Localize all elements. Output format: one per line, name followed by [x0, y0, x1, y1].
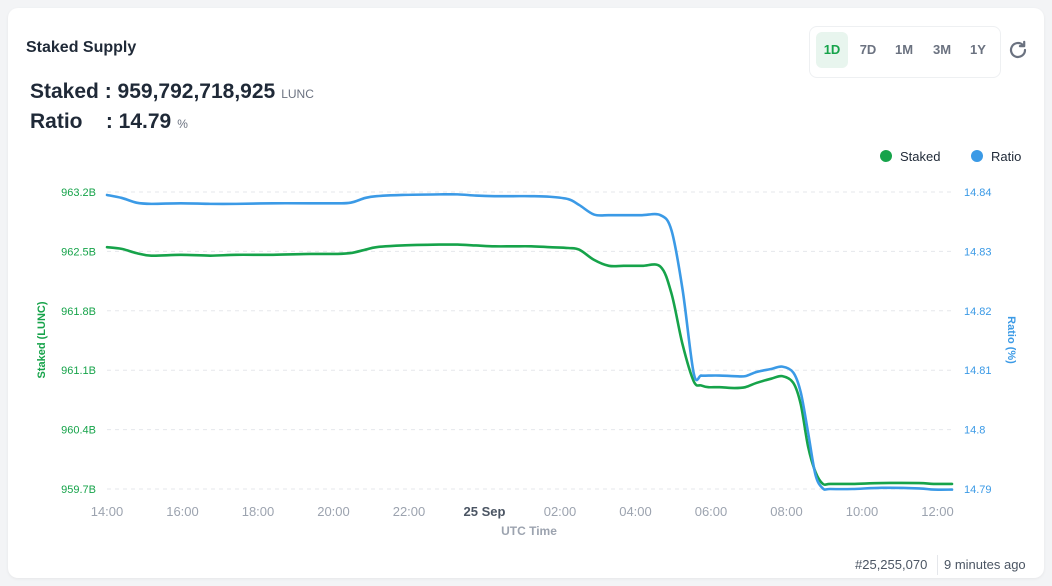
staked-stat: Staked : 959,792,718,925 LUNC: [30, 80, 314, 103]
time-range-selector: 1D 7D 1M 3M 1Y: [809, 26, 1001, 78]
y-right-tick-label: 14.82: [964, 306, 992, 318]
legend-label-ratio: Ratio: [991, 149, 1021, 164]
y-right-tick-label: 14.8: [964, 425, 985, 437]
staked-ratio-chart: 963.2B 14.84 962.5B 14.83 961.8B 14.82 961.1B 1…: [36, 149, 1021, 538]
y-left-axis-title: Staked (LUNC): [36, 301, 48, 378]
legend-marker-ratio: [971, 150, 983, 162]
staked-unit: LUNC: [281, 87, 314, 101]
staked-value: 959,792,718,925: [117, 80, 276, 103]
card-title: Staked Supply: [26, 39, 137, 56]
y-right-axis-title: Ratio (%): [1005, 316, 1017, 364]
x-tick-label: 10:00: [846, 504, 879, 519]
x-tick-label: 20:00: [317, 504, 350, 519]
refresh-icon[interactable]: [1006, 38, 1030, 62]
x-tick-label: 02:00: [544, 504, 577, 519]
last-updated: 9 minutes ago: [944, 557, 1026, 572]
y-left-tick-label: 962.5B: [61, 246, 96, 258]
x-tick-label: 25 Sep: [464, 504, 506, 519]
legend-marker-staked: [880, 150, 892, 162]
range-button-1y[interactable]: 1Y: [970, 42, 986, 57]
y-right-tick-label: 14.84: [964, 187, 992, 199]
series-line-ratio: [105, 192, 954, 491]
staked-label: Staked: [30, 80, 99, 103]
ratio-stat: Ratio : 14.79%: [30, 110, 188, 133]
x-tick-label: 04:00: [619, 504, 652, 519]
ratio-label: Ratio: [30, 110, 83, 133]
x-tick-label: 18:00: [242, 504, 275, 519]
x-tick-label: 14:00: [91, 504, 124, 519]
x-axis-title: UTC Time: [501, 524, 557, 538]
y-left-tick-label: 959.7B: [61, 484, 96, 496]
x-tick-label: 22:00: [393, 504, 426, 519]
x-tick-label: 06:00: [695, 504, 728, 519]
x-tick-label: 16:00: [166, 504, 199, 519]
y-right-tick-label: 14.81: [964, 365, 992, 377]
legend-label-staked: Staked: [900, 149, 940, 164]
y-left-tick-label: 961.8B: [61, 306, 96, 318]
series-line-staked: [105, 243, 954, 487]
range-button-3m[interactable]: 3M: [932, 42, 952, 57]
staked-supply-card: Staked Supply 1D 7D 1M 3M 1Y Staked : 95…: [8, 8, 1044, 578]
range-button-1d[interactable]: 1D: [816, 32, 848, 68]
y-right-tick-label: 14.79: [964, 484, 992, 496]
range-button-7d[interactable]: 7D: [859, 42, 877, 57]
block-number: #25,255,070: [855, 557, 928, 572]
y-right-tick-label: 14.83: [964, 246, 992, 258]
x-tick-label: 12:00: [921, 504, 954, 519]
x-tick-label: 08:00: [770, 504, 803, 519]
y-left-tick-label: 963.2B: [61, 187, 96, 199]
ratio-unit: %: [177, 117, 188, 131]
range-button-1m[interactable]: 1M: [894, 42, 914, 57]
y-left-tick-label: 960.4B: [61, 425, 96, 437]
ratio-value: 14.79: [118, 110, 172, 133]
footer-divider: [937, 555, 938, 575]
y-left-tick-label: 961.1B: [61, 365, 96, 377]
